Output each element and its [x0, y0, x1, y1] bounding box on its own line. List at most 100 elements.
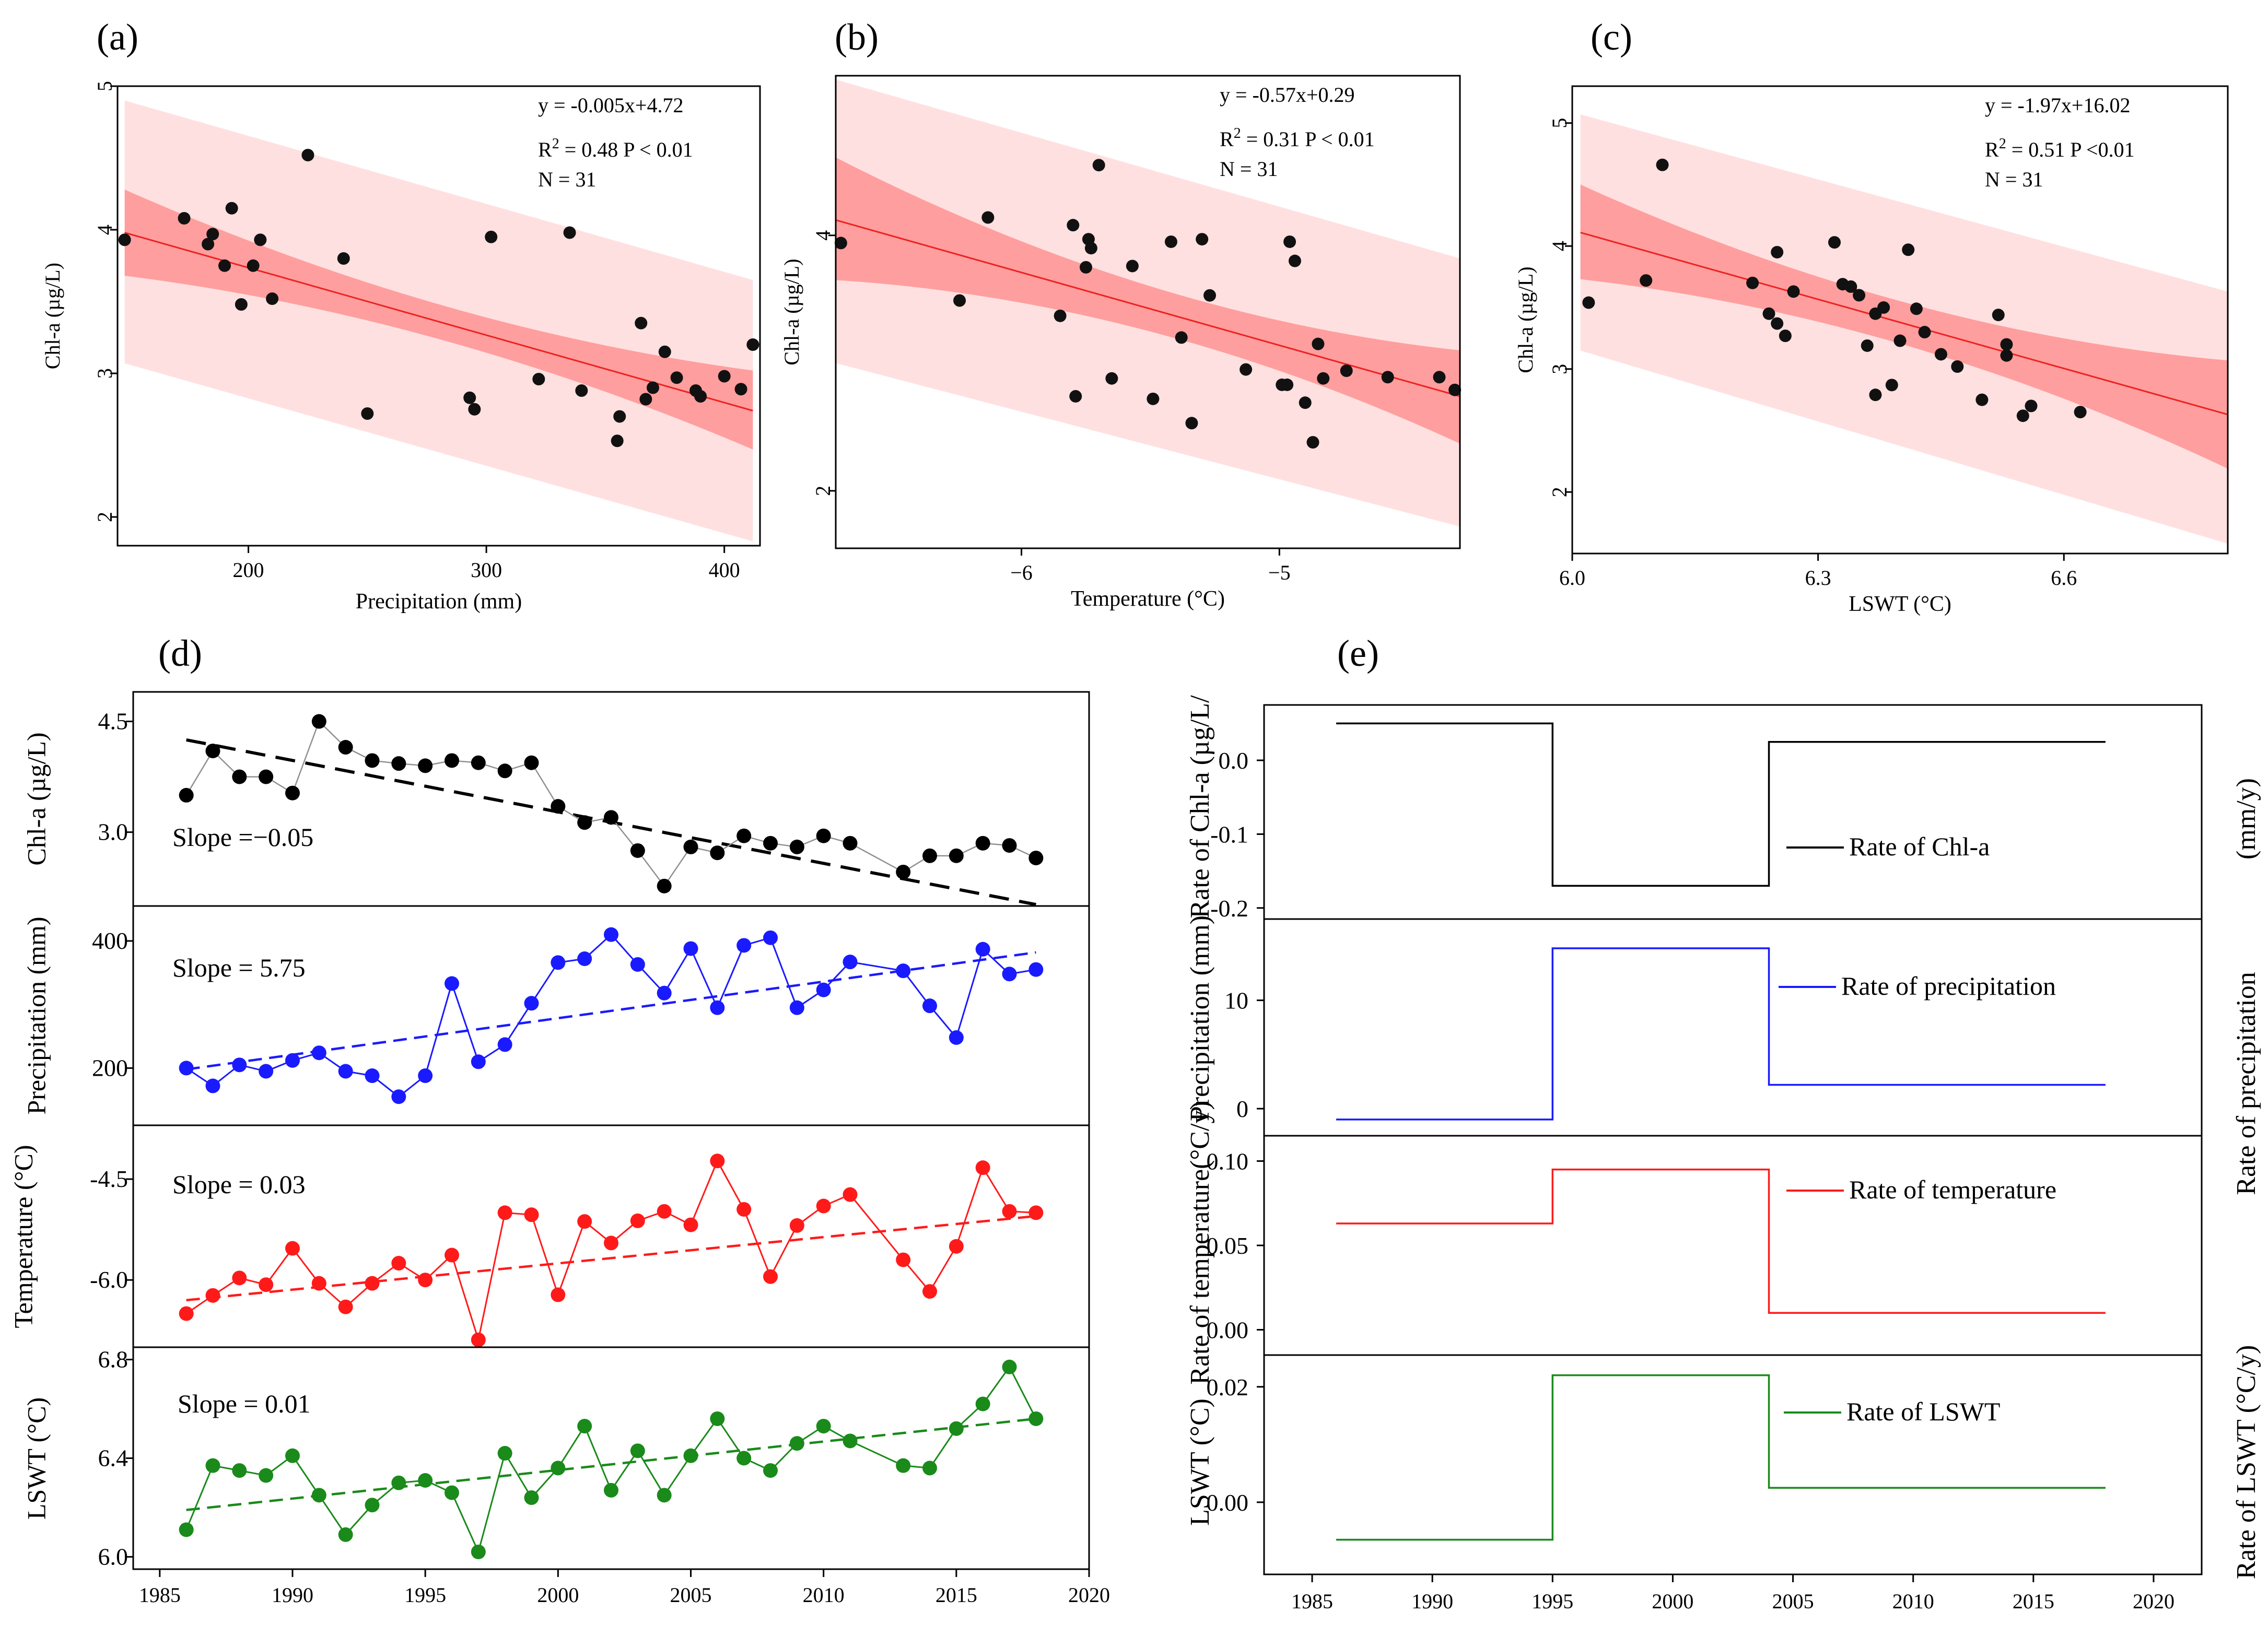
sample-size-a: N = 31 — [538, 168, 596, 191]
rate-step-rate-of-chl-a — [1336, 722, 2106, 887]
x-tick-label-c: 6.3 — [1805, 566, 1831, 590]
data-point-a — [575, 384, 588, 397]
x-axis-label-c: LSWT (°C) — [1849, 592, 1951, 616]
series-point-precipitation — [922, 998, 937, 1014]
data-point-c — [2016, 409, 2029, 422]
series-point-lswt — [736, 1451, 752, 1466]
series-point-precipitation — [657, 985, 672, 1001]
series-point-lswt — [843, 1433, 858, 1449]
slope-label-precipitation: Slope = 5.75 — [172, 953, 306, 982]
data-point-b — [1317, 372, 1330, 385]
data-point-b — [1299, 396, 1312, 409]
series-point-chl-a — [683, 839, 698, 854]
series-point-temperature — [949, 1239, 964, 1254]
x-tick-label-e: 2010 — [1892, 1590, 1934, 1613]
data-point-b — [1079, 261, 1092, 274]
series-point-temperature — [205, 1288, 220, 1303]
data-point-a — [670, 371, 683, 384]
series-point-temperature — [445, 1247, 459, 1263]
series-point-chl-a — [736, 828, 752, 843]
data-point-b — [1147, 392, 1160, 405]
series-point-lswt — [789, 1436, 804, 1451]
series-point-precipitation — [1028, 962, 1044, 977]
r-squared-c: R2 = 0.51 P <0.01 — [1985, 136, 2135, 161]
series-point-lswt — [710, 1411, 725, 1426]
series-point-lswt — [232, 1463, 247, 1478]
series-point-lswt — [524, 1490, 539, 1505]
series-point-precipitation — [259, 1064, 274, 1079]
data-point-c — [1771, 317, 1784, 330]
series-point-lswt — [816, 1419, 831, 1434]
slope-label-chl-a: Slope =−0.05 — [172, 822, 313, 852]
series-line-precipitation — [185, 933, 1036, 1098]
series-point-temperature — [975, 1160, 990, 1175]
y-tick-label-d: 6.8 — [98, 1346, 128, 1373]
series-point-lswt — [471, 1544, 486, 1559]
series-point-chl-a — [311, 714, 326, 729]
y-axis-label-c: Chl-a (µg/L) — [1514, 266, 1537, 373]
series-point-precipitation — [630, 957, 645, 972]
series-point-temperature — [577, 1214, 592, 1229]
series-point-precipitation — [843, 955, 858, 970]
series-point-temperature — [259, 1277, 274, 1292]
x-tick-label-d: 2015 — [936, 1583, 977, 1607]
series-point-lswt — [949, 1421, 964, 1436]
series-point-lswt — [391, 1475, 406, 1490]
series-point-chl-a — [285, 785, 300, 801]
y-tick-label-c: 4 — [1548, 241, 1571, 251]
data-point-b — [1306, 436, 1319, 449]
y-tick-label-c: 5 — [1548, 118, 1571, 128]
r-squared-prefix-b: R — [1220, 127, 1234, 151]
data-point-c — [1975, 393, 1989, 406]
series-point-lswt — [365, 1498, 380, 1513]
data-point-c — [1853, 289, 1866, 302]
y-tick-label-e: 0 — [1236, 1096, 1248, 1122]
data-point-c — [1885, 379, 1898, 392]
data-point-c — [1779, 329, 1792, 343]
y-tick-label-a: 4 — [93, 225, 116, 235]
confidence-band-c — [1580, 184, 2228, 469]
series-point-temperature — [736, 1202, 752, 1217]
data-point-c — [1844, 280, 1857, 293]
data-point-a — [235, 298, 248, 311]
series-point-chl-a — [896, 864, 911, 879]
series-point-lswt — [604, 1482, 618, 1498]
series-point-temperature — [683, 1217, 698, 1232]
regression-line-b — [835, 219, 1460, 397]
series-point-lswt — [497, 1446, 512, 1461]
series-point-temperature — [710, 1154, 725, 1169]
series-point-lswt — [657, 1488, 672, 1503]
data-point-c — [1869, 389, 1882, 402]
y-tick-label-d: 4.5 — [98, 708, 128, 735]
data-point-b — [1381, 371, 1394, 384]
data-point-c — [1861, 339, 1874, 352]
data-point-a — [337, 252, 350, 265]
series-point-chl-a — [445, 753, 459, 768]
slope-label-temperature: Slope = 0.03 — [172, 1170, 306, 1199]
series-point-precipitation — [497, 1037, 512, 1052]
panel-label-d: (d) — [158, 632, 202, 674]
data-point-b — [1433, 371, 1446, 384]
plot-frame-a — [116, 85, 761, 547]
series-point-precipitation — [551, 955, 566, 970]
y-axis-label-precipitation: Precipitation (mm) — [21, 916, 51, 1114]
series-point-chl-a — [338, 740, 353, 755]
series-point-precipitation — [471, 1054, 486, 1069]
data-point-c — [1746, 276, 1759, 289]
series-point-chl-a — [710, 845, 725, 861]
series-point-lswt — [577, 1419, 592, 1434]
series-point-chl-a — [524, 755, 539, 770]
series-point-temperature — [365, 1276, 380, 1291]
panel-label-c: (c) — [1591, 16, 1632, 58]
data-point-b — [1340, 364, 1353, 378]
data-point-a — [746, 338, 759, 351]
rate-frame-rate-of-chl-a — [1263, 704, 2203, 920]
x-tick-label-e: 2000 — [1652, 1590, 1693, 1613]
x-axis-label-b: Temperature (°C) — [1071, 587, 1225, 611]
slope-label-lswt: Slope = 0.01 — [178, 1389, 311, 1418]
data-point-c — [1787, 285, 1800, 298]
series-point-precipitation — [949, 1030, 964, 1045]
y-tick-label-b: 4 — [811, 230, 835, 241]
x-tick-label-e: 1985 — [1291, 1590, 1333, 1613]
